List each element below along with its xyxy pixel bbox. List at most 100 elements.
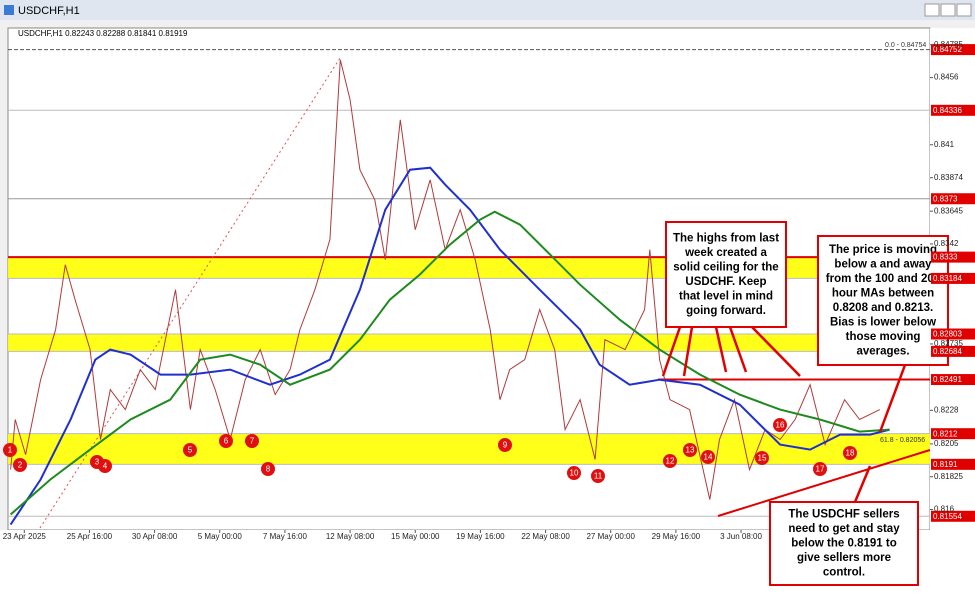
swing-marker	[498, 438, 512, 452]
swing-marker	[813, 462, 827, 476]
moving-average	[9, 210, 890, 516]
level-label: 0.82803	[933, 330, 962, 339]
y-tick-label: 0.8456	[934, 73, 959, 82]
annotation-text: averages.	[856, 345, 909, 357]
swing-marker	[219, 434, 233, 448]
moving-average	[9, 166, 890, 526]
x-tick-label: 22 May 08:00	[521, 532, 570, 541]
swing-marker	[13, 458, 27, 472]
swing-marker-label: 12	[666, 457, 675, 466]
swing-marker-label: 7	[250, 437, 255, 446]
title-bar	[0, 0, 975, 20]
level-label: 0.82491	[933, 375, 962, 384]
swing-marker-label: 3	[95, 458, 100, 467]
swing-marker-label: 1	[8, 446, 13, 455]
x-tick-label: 27 May 00:00	[586, 532, 635, 541]
annotation-text: Bias is lower below	[830, 316, 936, 328]
y-tick-label: 0.8342	[934, 239, 959, 248]
level-label-bg	[931, 272, 975, 284]
support-zone	[8, 257, 930, 279]
arrow	[853, 465, 872, 503]
swing-marker-label: 17	[816, 465, 825, 474]
x-tick-label: 5 May 00:00	[198, 532, 243, 541]
level-label-bg	[931, 44, 975, 56]
close-button[interactable]	[956, 3, 972, 17]
x-tick-label: 12 May 08:00	[326, 532, 375, 541]
swing-marker	[3, 443, 17, 457]
swing-marker-label: 5	[188, 446, 193, 455]
level-label: 0.84752	[933, 45, 962, 54]
maximize-button[interactable]	[940, 3, 956, 17]
level-label-bg	[931, 104, 975, 116]
level-label: 0.84336	[933, 106, 962, 115]
x-tick-label: 3 Jun 08:00	[720, 532, 762, 541]
level-label-bg	[931, 193, 975, 205]
swing-marker	[663, 454, 677, 468]
swing-marker-label: 2	[18, 461, 23, 470]
swing-marker	[261, 462, 275, 476]
x-tick-label: 19 May 16:00	[456, 532, 505, 541]
minimize-button[interactable]	[924, 3, 940, 17]
app-icon	[4, 5, 14, 15]
level-label-bg	[931, 428, 975, 440]
annotation-box	[665, 221, 787, 328]
level-label: 0.81554	[933, 512, 962, 521]
y-tick-label: 0.81825	[934, 472, 963, 481]
arrows	[661, 326, 907, 503]
window-buttons	[924, 3, 972, 17]
swing-marker-label: 11	[594, 472, 603, 481]
annotation-text: below a and away	[834, 258, 932, 270]
arrow	[714, 326, 728, 373]
level-label: 0.82684	[933, 347, 962, 356]
y-tick-label: 0.84785	[934, 40, 963, 49]
swing-marker	[567, 466, 581, 480]
annotation-text: The price is moving	[829, 244, 937, 256]
arrow	[751, 326, 801, 377]
fib-label: 61.8 - 0.82056	[880, 437, 925, 444]
swing-marker-label: 4	[103, 462, 108, 471]
swing-marker	[98, 459, 112, 473]
y-tick-label: 0.841	[934, 140, 955, 149]
chart-info: USDCHF,H1 0.82243 0.82288 0.81841 0.8191…	[18, 29, 188, 38]
swing-marker-label: 9	[503, 441, 508, 450]
trend-line	[717, 449, 931, 517]
level-label-bg	[931, 374, 975, 386]
annotation-text: hour MAs between	[832, 287, 934, 299]
annotation-text: 0.8208 and 0.8213.	[833, 302, 933, 314]
annotation-text: that level in mind	[679, 290, 773, 302]
x-tick-label: 15 May 00:00	[391, 532, 440, 541]
y-tick-label: 0.8228	[934, 405, 959, 414]
level-label-bg	[931, 251, 975, 263]
level-label-bg	[931, 510, 975, 522]
arrow	[661, 326, 682, 377]
swing-marker	[683, 443, 697, 457]
swing-marker	[183, 443, 197, 457]
level-label-bg	[931, 345, 975, 357]
annotation-text: USDCHF. Keep	[685, 276, 766, 288]
price-line	[10, 59, 881, 500]
level-label-bg	[931, 458, 975, 470]
annotation-text: week created a	[684, 247, 767, 259]
annotation-text: The highs from last	[673, 232, 779, 244]
swing-marker	[755, 451, 769, 465]
x-tick-label: 25 Apr 16:00	[67, 532, 113, 541]
x-tick-label: 7 May 16:00	[263, 532, 308, 541]
swing-marker	[843, 446, 857, 460]
annotation-box	[769, 501, 919, 586]
fib-label: 0.0 - 0.84754	[885, 42, 926, 49]
swing-marker	[245, 434, 259, 448]
x-tick-label: 29 May 16:00	[652, 532, 701, 541]
level-label: 0.8333	[933, 253, 958, 262]
window-title: USDCHF,H1	[18, 5, 80, 17]
swing-marker-label: 6	[224, 437, 229, 446]
swing-marker-label: 14	[704, 453, 713, 462]
support-zone	[8, 433, 930, 465]
level-label: 0.8212	[933, 429, 958, 438]
swing-marker-label: 10	[570, 469, 579, 478]
swing-marker	[773, 418, 787, 432]
x-tick-label: 23 Apr 2025	[3, 532, 47, 541]
support-zone	[8, 334, 930, 352]
swing-marker-label: 15	[758, 454, 767, 463]
